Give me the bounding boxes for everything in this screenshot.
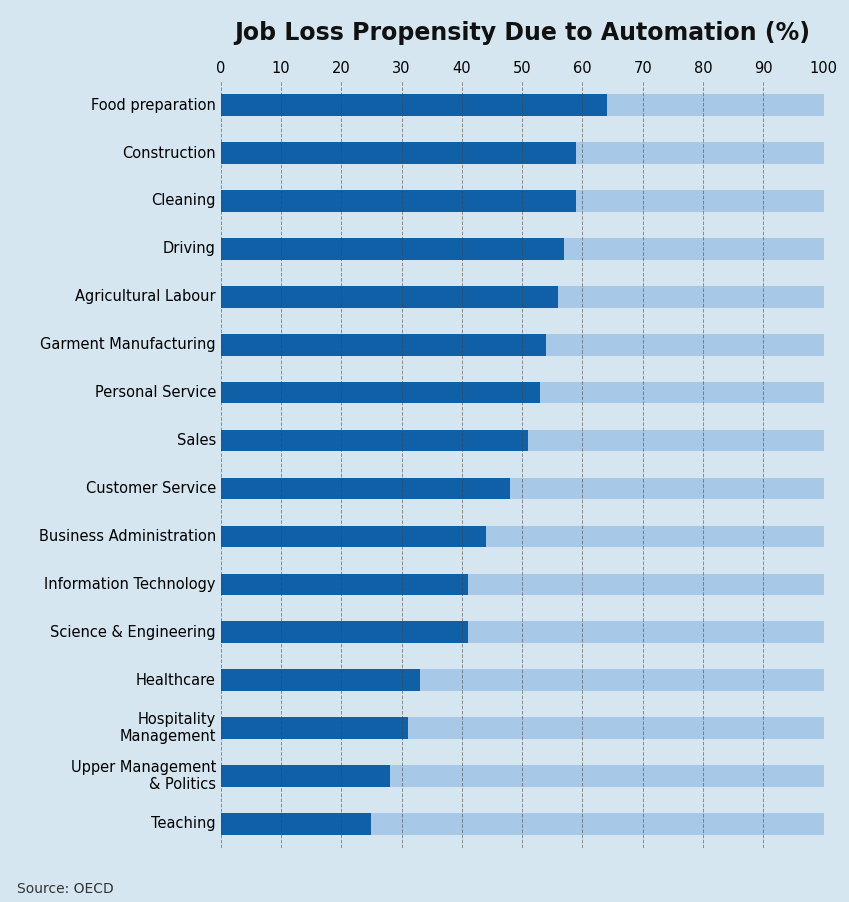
Bar xyxy=(221,429,528,451)
Bar xyxy=(221,238,565,260)
Bar xyxy=(221,334,824,355)
Bar xyxy=(221,526,486,548)
Text: Source: OECD: Source: OECD xyxy=(17,882,114,896)
Bar xyxy=(221,382,824,403)
Bar xyxy=(221,334,546,355)
Bar xyxy=(221,669,824,691)
Bar xyxy=(221,95,824,116)
Bar xyxy=(221,143,576,164)
Bar xyxy=(221,382,540,403)
Bar xyxy=(221,765,824,787)
Bar xyxy=(221,813,824,834)
Bar xyxy=(221,429,824,451)
Bar xyxy=(221,669,419,691)
Bar xyxy=(221,143,824,164)
Bar xyxy=(221,286,559,308)
Bar xyxy=(221,574,468,595)
Bar xyxy=(221,621,468,643)
Bar xyxy=(221,95,606,116)
Bar xyxy=(221,621,824,643)
Bar xyxy=(221,526,824,548)
Bar xyxy=(221,190,824,212)
Bar xyxy=(221,478,824,500)
Bar xyxy=(221,190,576,212)
Bar xyxy=(221,286,824,308)
Bar xyxy=(221,717,408,739)
Bar xyxy=(221,238,824,260)
Bar xyxy=(221,813,371,834)
Bar xyxy=(221,717,824,739)
Bar xyxy=(221,765,390,787)
Title: Job Loss Propensity Due to Automation (%): Job Loss Propensity Due to Automation (%… xyxy=(234,22,810,45)
Bar xyxy=(221,574,824,595)
Bar xyxy=(221,478,510,500)
